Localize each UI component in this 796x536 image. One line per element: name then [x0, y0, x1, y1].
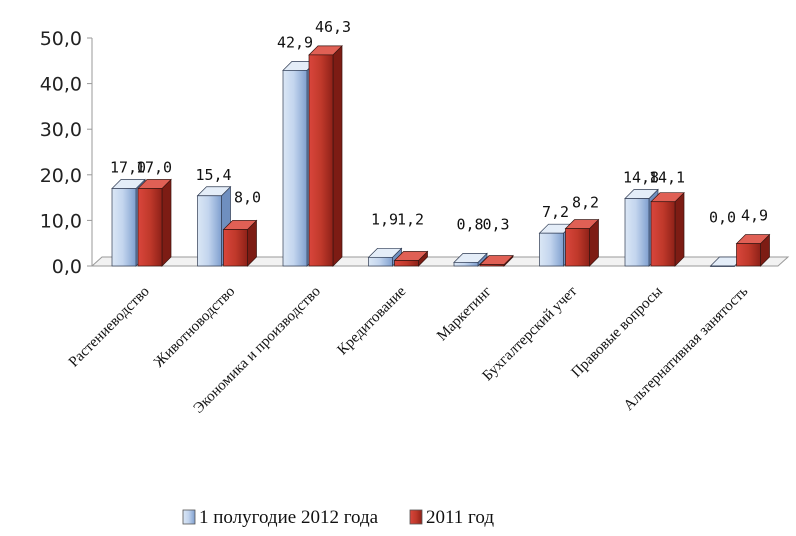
data-label-series-2-8: 4,9: [741, 207, 768, 225]
data-label-series-2-7: 14,1: [649, 169, 685, 187]
bar-front: [565, 228, 590, 267]
data-label-series-1-1: 17,0: [110, 158, 146, 176]
y-tick-label: 20,0: [40, 165, 82, 187]
data-label-series-1-4: 1,9: [371, 210, 398, 228]
data-label-series-2-6: 8,2: [572, 194, 599, 212]
data-labels: 17,017,0 15,48,0 42,946,3 1,91,2 0,80,3 7,28,…: [110, 18, 768, 233]
category-label-2: Животноводство: [151, 284, 238, 371]
bar-front: [137, 188, 163, 267]
bar-front: [223, 229, 248, 267]
y-tick-label: 50,0: [40, 28, 82, 50]
category-label-5: Маркетинг: [434, 284, 495, 345]
legend: 1 полугодие 2012 года 2011 год: [182, 507, 494, 528]
bar-series-2-3: [308, 45, 343, 267]
bar-series-2-8: [735, 233, 771, 267]
bar-front: [710, 265, 735, 267]
bar-series-1-5: [453, 252, 488, 267]
bar-front: [282, 70, 308, 267]
bar-series-2-5: [479, 254, 514, 267]
bar-series-2-2: [222, 219, 258, 267]
y-tick-label: 0,0: [52, 256, 82, 278]
legend-swatch-series-2: [409, 509, 423, 525]
y-tick-label: 10,0: [40, 210, 82, 232]
data-label-series-2-4: 1,2: [397, 210, 424, 228]
data-label-series-1-2: 15,4: [195, 166, 231, 184]
bar-front: [479, 264, 505, 267]
data-label-series-1-5: 0,8: [456, 215, 483, 233]
category-label-6: Бухгалтерский учет: [480, 283, 581, 384]
bar-front: [111, 188, 137, 267]
data-label-series-2-5: 0,3: [482, 215, 509, 233]
data-label-series-1-3: 42,9: [277, 33, 313, 51]
bar-front: [368, 256, 393, 267]
legend-label-series-2: 2011 год: [426, 507, 494, 528]
category-label-4: Кредитование: [335, 283, 410, 358]
bar-series-2-1: [137, 178, 172, 267]
bar-front: [736, 243, 761, 267]
bar-side: [332, 45, 343, 267]
category-label-7: Правовые вопросы: [568, 284, 665, 381]
floor-plane: [90, 256, 790, 267]
bar-series-2-4: [393, 250, 429, 267]
y-tick-label: 30,0: [40, 119, 82, 141]
data-label-series-2-2: 8,0: [234, 189, 261, 207]
bars: [111, 45, 771, 267]
bar-front: [650, 201, 676, 267]
bar-front: [394, 260, 419, 267]
bar-front: [197, 195, 222, 267]
legend-label-series-1: 1 полугодие 2012 года: [199, 507, 379, 528]
data-label-series-1-6: 7,2: [542, 203, 569, 221]
bar-front: [539, 232, 564, 267]
bar-front: [308, 54, 334, 267]
bar-series-1-4: [367, 247, 403, 267]
chart-floor: [90, 256, 790, 267]
data-label-series-2-3: 46,3: [315, 18, 351, 36]
data-label-series-1-7: 14,8: [623, 169, 659, 187]
bar-series-2-6: [564, 218, 600, 267]
bar-front: [624, 198, 650, 267]
y-axis: 0,0 10,0 20,0 30,0 40,0 50,0: [40, 28, 93, 278]
y-tick-label: 40,0: [40, 74, 82, 96]
bar-side: [674, 191, 685, 267]
category-label-1: Растениеводство: [66, 284, 153, 371]
legend-swatch-series-1: [182, 509, 196, 525]
bar-front: [453, 262, 479, 267]
data-label-series-1-8: 0,0: [709, 209, 736, 227]
data-label-series-2-1: 17,0: [136, 158, 172, 176]
bar-series-2-7: [650, 191, 685, 267]
bar-side: [161, 178, 172, 267]
